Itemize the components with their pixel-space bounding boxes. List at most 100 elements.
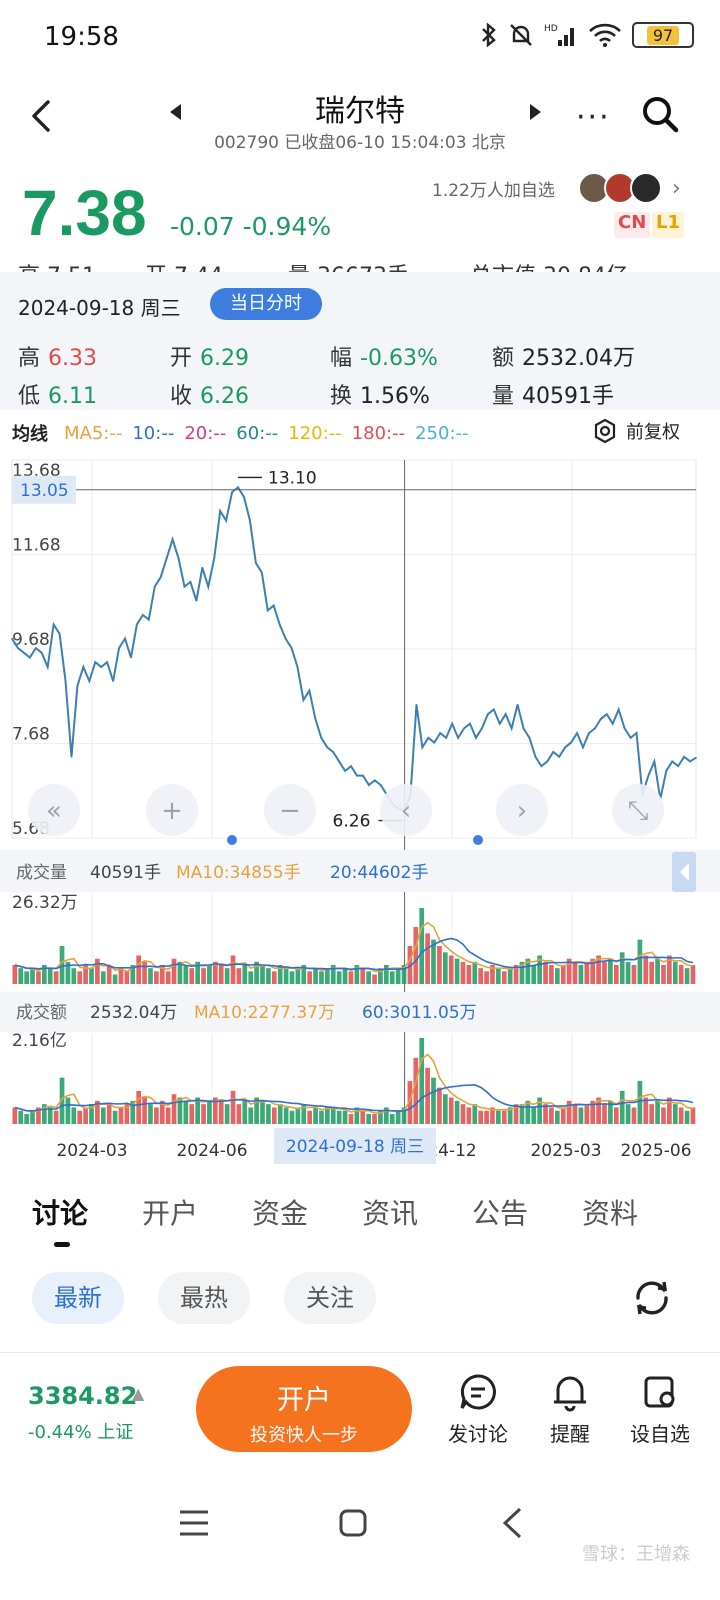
stat-open: 开 7.44 <box>145 258 223 272</box>
volume-bar <box>590 958 596 984</box>
amount-bar <box>543 1104 548 1124</box>
volume-bar <box>207 965 212 984</box>
tab-open-account[interactable]: 开户 <box>142 1197 199 1230</box>
home-icon[interactable] <box>338 1508 368 1538</box>
volume-bar <box>572 961 578 984</box>
price-point <box>546 760 549 763</box>
volume-bar <box>554 968 560 984</box>
price-point <box>635 732 638 734</box>
volume-bar <box>501 971 507 984</box>
price-point <box>70 755 73 758</box>
amount-bar <box>148 1104 153 1124</box>
ma-item: 60:-- <box>236 422 279 444</box>
volume-bar <box>71 968 77 984</box>
price-point <box>64 680 67 682</box>
volume-bar <box>130 965 136 984</box>
volume-bar <box>266 968 271 984</box>
amount-bar <box>112 1110 118 1124</box>
volume-bar <box>95 958 100 984</box>
post-discussion-button[interactable]: 发讨论 <box>438 1372 518 1447</box>
battery-level: 97 <box>646 25 680 45</box>
amount-legend-bg <box>0 992 720 1032</box>
status-time: 19:58 <box>44 22 119 52</box>
info-close: 收 6.26 <box>170 384 249 409</box>
amount-bar <box>47 1107 53 1124</box>
info-low: 低 6.11 <box>18 384 97 409</box>
tab-funds[interactable]: 资金 <box>252 1197 309 1230</box>
tab-announcements[interactable]: 公告 <box>472 1197 529 1230</box>
amount-bar <box>690 1107 696 1124</box>
price-point <box>34 647 37 649</box>
volume-bar <box>83 965 88 984</box>
amount-bar <box>325 1107 330 1124</box>
price-point <box>421 746 424 749</box>
price-point <box>683 755 685 758</box>
chip-hot[interactable]: 最热 <box>158 1272 250 1324</box>
index-value[interactable]: 3384.82 <box>28 1382 138 1410</box>
next-stock-button[interactable] <box>530 104 541 120</box>
adjust-button[interactable]: 前复权 <box>592 418 680 444</box>
prev-stock-button[interactable] <box>170 104 181 120</box>
volume-bar <box>407 946 413 984</box>
volume-bar <box>472 961 478 984</box>
volume-bar <box>537 955 542 984</box>
volume-bar <box>490 965 495 984</box>
ma-item: 250:-- <box>415 422 469 444</box>
volume-bar <box>460 961 466 984</box>
amount-ma60: 60:3011.05万 <box>362 1003 477 1023</box>
intraday-button[interactable]: 当日分时 <box>210 288 322 320</box>
price-point <box>481 727 483 730</box>
chart-controls[interactable]: « + − ‹ › ⤡ <box>28 784 664 845</box>
alert-button[interactable]: 提醒 <box>530 1372 610 1447</box>
price-point <box>445 737 447 739</box>
search-icon[interactable] <box>640 94 680 134</box>
menu-icon[interactable] <box>178 1508 210 1538</box>
chart-grid <box>11 459 697 1124</box>
refresh-icon[interactable] <box>630 1276 674 1320</box>
nav-back-icon[interactable] <box>500 1506 524 1540</box>
price-point <box>94 661 97 664</box>
index-change[interactable]: -0.44% 上证 <box>28 1422 134 1443</box>
volume-bar <box>30 968 35 984</box>
add-watchlist-button[interactable]: 设自选 <box>620 1372 700 1447</box>
price-point <box>249 519 251 522</box>
amount-bar <box>89 1104 94 1124</box>
amount-ma10: MA10:2277.37万 <box>194 1003 335 1023</box>
open-account-button[interactable]: 开户 投资快人一步 <box>196 1366 412 1452</box>
more-button[interactable]: ··· <box>576 100 611 135</box>
amount-bar <box>454 1100 460 1124</box>
tab-profile[interactable]: 资料 <box>582 1197 639 1230</box>
price-point <box>617 708 620 711</box>
price-point <box>451 722 453 725</box>
price-point <box>296 666 299 668</box>
amount-value: 2532.04万 <box>90 1003 177 1023</box>
tab-news[interactable]: 资讯 <box>362 1197 419 1230</box>
volume-bar <box>36 971 41 984</box>
amount-bar <box>271 1107 277 1124</box>
max-price-label: 13.10 <box>268 468 317 488</box>
volume-bar <box>212 961 218 984</box>
tab-discussion[interactable]: 讨论 <box>32 1197 89 1230</box>
amount-bar <box>77 1110 83 1124</box>
amount-bar <box>531 1107 537 1124</box>
chip-following[interactable]: 关注 <box>284 1272 376 1324</box>
amount-bar <box>342 1110 348 1124</box>
fullscreen-button <box>612 784 664 836</box>
chip-latest[interactable]: 最新 <box>32 1272 124 1324</box>
collapse-arrow-icon <box>680 863 689 881</box>
amount-bar <box>354 1107 360 1124</box>
chevron-right-icon[interactable]: › <box>672 176 681 201</box>
ma-legend[interactable]: 均线 MA5:-- 10:-- 20:-- 60:-- 120:-- 180:-- 250:… <box>12 420 469 446</box>
price-point <box>415 703 418 706</box>
follower-avatar <box>630 172 662 204</box>
followers-count[interactable]: 1.22万人加自选 <box>432 181 555 201</box>
volume-bar <box>218 965 224 984</box>
chat-icon <box>460 1374 496 1410</box>
crosshair-price-label: 13.05 <box>20 481 69 501</box>
back-button[interactable] <box>22 96 62 136</box>
price-point <box>142 614 144 616</box>
volume-bar <box>684 968 690 984</box>
amount-bar <box>372 1114 377 1124</box>
amount-bar <box>283 1107 289 1124</box>
